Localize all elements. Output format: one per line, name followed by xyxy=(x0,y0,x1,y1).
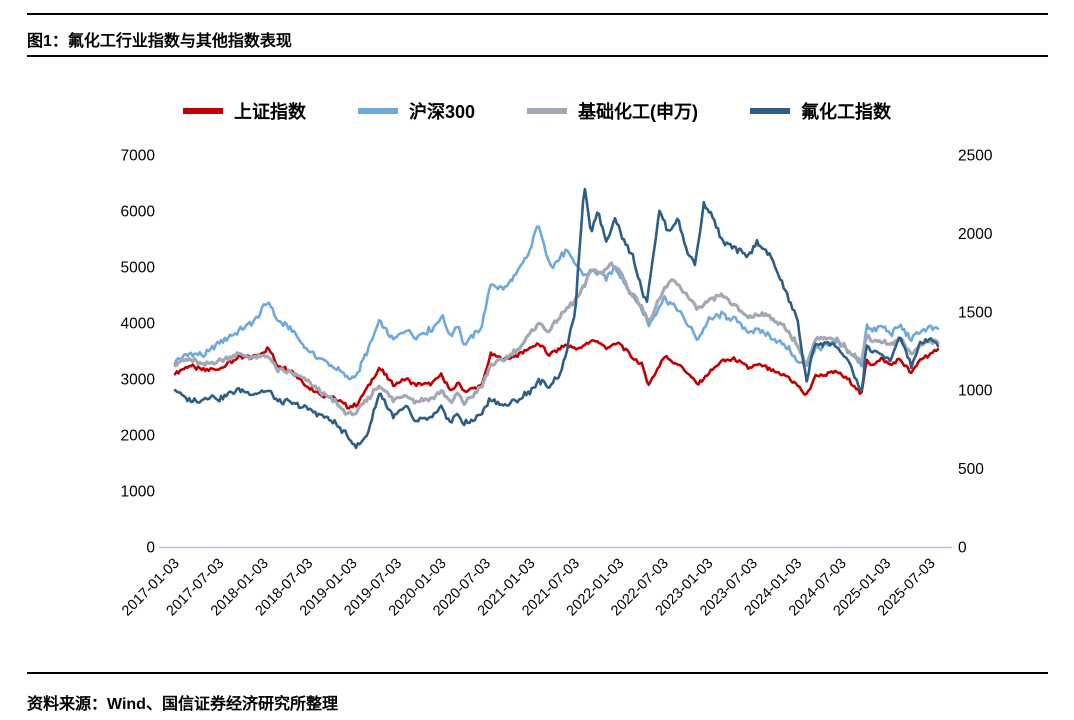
y-axis-left-tick: 0 xyxy=(146,540,155,557)
source-note: 资料来源：Wind、国信证券经济研究所整理 xyxy=(27,696,338,713)
legend-swatch xyxy=(357,108,398,114)
legend-label: 基础化工(申万) xyxy=(578,102,699,122)
y-axis-left-tick: 5000 xyxy=(121,260,156,277)
y-axis-right-tick: 1000 xyxy=(958,383,993,400)
y-axis-right-tick: 0 xyxy=(958,540,967,557)
legend-item: 上证指数 xyxy=(182,98,306,124)
y-axis-right-tick: 2500 xyxy=(958,148,993,165)
series-line-4 xyxy=(173,187,940,450)
legend-label: 沪深300 xyxy=(408,102,476,122)
source-divider xyxy=(27,672,1048,674)
line-chart: 0 1000 2000 3000 4000 5000 6000 7000 0 500 1000 150… xyxy=(119,148,993,620)
chart-legend: 上证指数 沪深300 基础化工(申万) 氟化工指数 xyxy=(0,98,1074,124)
y-axis-left-tick: 4000 xyxy=(121,316,156,333)
y-axis-left-tick: 2000 xyxy=(121,428,156,445)
figure-title: 图1：氟化工行业指数与其他指数表现 xyxy=(27,33,292,50)
legend-item: 沪深300 xyxy=(357,98,476,124)
y-axis-right-tick: 1500 xyxy=(958,304,993,321)
title-underline xyxy=(27,55,1048,57)
y-axis-right-tick: 2000 xyxy=(958,226,993,243)
y-axis-right-tick: 500 xyxy=(958,461,984,478)
y-axis-left-tick: 3000 xyxy=(121,372,156,389)
legend-swatch xyxy=(527,108,568,114)
y-axis-left-tick: 6000 xyxy=(121,204,156,221)
y-axis-left-tick: 1000 xyxy=(121,484,156,501)
y-axis-left-tick: 7000 xyxy=(121,148,156,165)
legend-swatch xyxy=(750,108,791,114)
legend-swatch xyxy=(182,108,223,114)
legend-label: 氟化工指数 xyxy=(801,102,892,122)
legend-item: 基础化工(申万) xyxy=(527,98,698,124)
series-line-2 xyxy=(173,225,940,381)
legend-label: 上证指数 xyxy=(233,102,306,122)
series-line-3 xyxy=(173,261,940,417)
series-line-1 xyxy=(173,339,940,410)
top-rule xyxy=(27,13,1048,15)
legend-item: 氟化工指数 xyxy=(750,98,891,124)
